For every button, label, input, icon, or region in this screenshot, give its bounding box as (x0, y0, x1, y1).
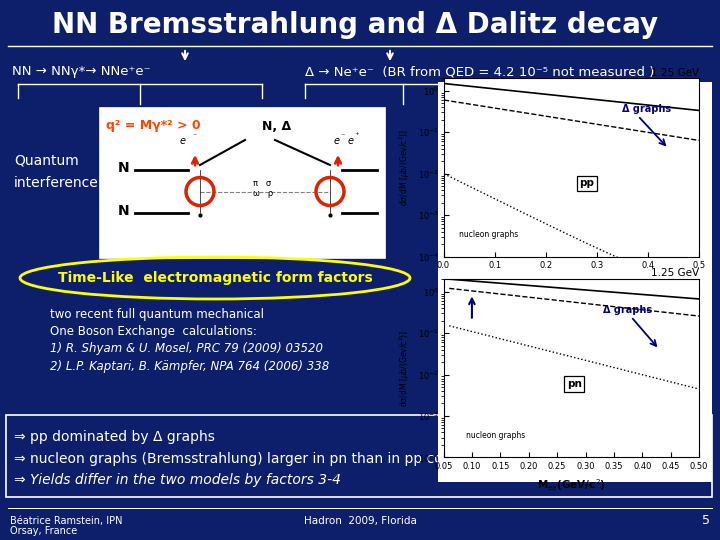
Y-axis label: d$\sigma$/dM [$\mu$b/(Gev/c$^2$)]: d$\sigma$/dM [$\mu$b/(Gev/c$^2$)] (397, 330, 412, 407)
Text: q² = Mγ*² > 0: q² = Mγ*² > 0 (106, 119, 201, 132)
Text: 1.25 GeV: 1.25 GeV (651, 268, 699, 279)
Text: 5: 5 (702, 515, 710, 528)
FancyBboxPatch shape (100, 108, 385, 258)
Text: N: N (118, 204, 130, 218)
Y-axis label: d$\sigma$/dM [$\mu$b/(Gev/c$^2$)]: d$\sigma$/dM [$\mu$b/(Gev/c$^2$)] (397, 129, 412, 206)
Text: ω   ρ: ω ρ (253, 188, 274, 198)
Text: Hadron  2009, Florida: Hadron 2009, Florida (304, 516, 416, 526)
Text: 1) R. Shyam & U. Mosel, PRC 79 (2009) 03520: 1) R. Shyam & U. Mosel, PRC 79 (2009) 03… (50, 342, 323, 355)
Text: ⇒ pp dominated by Δ graphs: ⇒ pp dominated by Δ graphs (14, 430, 215, 444)
Text: Béatrice Ramstein, IPN: Béatrice Ramstein, IPN (10, 516, 122, 526)
Text: ⇒ nucleon graphs (Bremsstrahlung) larger in pn than in pp collisions: ⇒ nucleon graphs (Bremsstrahlung) larger… (14, 452, 490, 466)
Text: Δ → Ne⁺e⁻  (BR from QED = 4.2 10⁻⁵ not measured ): Δ → Ne⁺e⁻ (BR from QED = 4.2 10⁻⁵ not me… (305, 65, 654, 78)
Text: nucleon graphs: nucleon graphs (459, 230, 518, 239)
Text: NN → NNγ*→ NNe⁺e⁻: NN → NNγ*→ NNe⁺e⁻ (12, 65, 150, 78)
Text: Quantum
interference: Quantum interference (14, 153, 99, 191)
Text: ⇒ Yields differ in the two models by factors 3-4: ⇒ Yields differ in the two models by fac… (14, 473, 341, 487)
Text: nucleon graphs: nucleon graphs (467, 430, 526, 440)
Text: ⁻: ⁻ (192, 131, 197, 140)
Text: e: e (180, 136, 186, 146)
Text: pp: pp (579, 178, 594, 188)
Text: Δ graphs: Δ graphs (623, 104, 672, 114)
FancyBboxPatch shape (438, 82, 712, 482)
Text: Time-Like  electromagnetic form factors: Time-Like electromagnetic form factors (58, 271, 372, 285)
Text: e: e (334, 136, 340, 146)
Text: NN Bremsstrahlung and Δ Dalitz decay: NN Bremsstrahlung and Δ Dalitz decay (52, 11, 658, 39)
Text: ⁺: ⁺ (354, 131, 359, 140)
Text: π   σ: π σ (253, 179, 271, 187)
Text: N, Δ: N, Δ (262, 119, 291, 132)
Text: 2) L.P. Kaptari, B. Kämpfer, NPA 764 (2006) 338: 2) L.P. Kaptari, B. Kämpfer, NPA 764 (20… (50, 360, 329, 373)
X-axis label: M$_{\rm ee}$(GeV/c$^2$): M$_{\rm ee}$(GeV/c$^2$) (537, 477, 606, 492)
FancyBboxPatch shape (6, 415, 712, 497)
Text: Orsay, France: Orsay, France (10, 526, 77, 536)
Text: Δ graphs: Δ graphs (603, 305, 652, 315)
Text: 1.25 GeV: 1.25 GeV (651, 68, 699, 78)
Text: pn: pn (567, 379, 582, 389)
Text: One Boson Exchange  calculations:: One Boson Exchange calculations: (50, 325, 257, 338)
Text: N: N (118, 161, 130, 175)
Text: e: e (348, 136, 354, 146)
Text: ⁻: ⁻ (340, 131, 344, 140)
Text: two recent full quantum mechanical: two recent full quantum mechanical (50, 308, 264, 321)
